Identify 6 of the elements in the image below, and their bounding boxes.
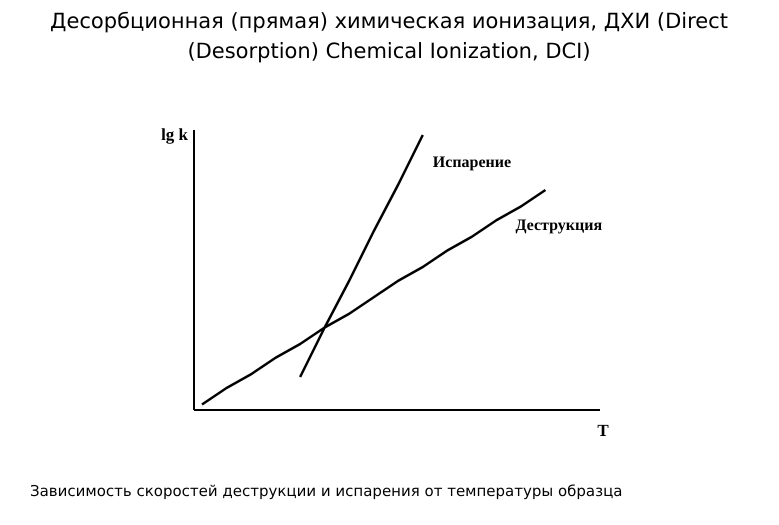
series-label: Деструкция bbox=[515, 217, 602, 234]
x-axis-title: T bbox=[597, 421, 610, 440]
y-axis-title: lg k bbox=[161, 125, 189, 144]
chart-title: Десорбционная (прямая) химическая ионизация, ДХИ (Direct (Desorption) Chemical Ionization, DCI) bbox=[50, 9, 728, 63]
text: Зависимость скоростей деструкции и испарения от температуры образца bbox=[30, 482, 622, 500]
series-label: Испарение bbox=[432, 154, 512, 171]
